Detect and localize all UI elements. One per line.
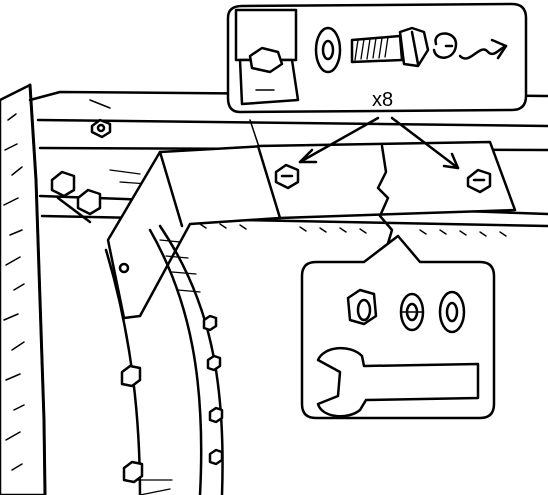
insertion-arrow-icon [458, 38, 508, 60]
rim-bolts [120, 314, 224, 484]
bracket [106, 144, 282, 320]
clip-nut-icon [432, 32, 458, 59]
plate-bolt-right [466, 168, 492, 194]
spring-washer-icon [399, 292, 425, 332]
open-end-wrench-icon [316, 347, 480, 418]
left-nut-cluster [50, 170, 102, 224]
callout-arrows [298, 116, 460, 170]
quantity-label: x8 [372, 89, 393, 111]
socket-wrench-icon [234, 8, 300, 106]
plate-bolt-left [274, 163, 300, 190]
nut-icon [346, 288, 378, 326]
flat-washer-icon [314, 26, 342, 74]
flat-washer-icon-2 [438, 290, 466, 334]
left-wall [0, 83, 47, 495]
bolt-icon [350, 26, 430, 68]
rail-nut [90, 118, 112, 139]
